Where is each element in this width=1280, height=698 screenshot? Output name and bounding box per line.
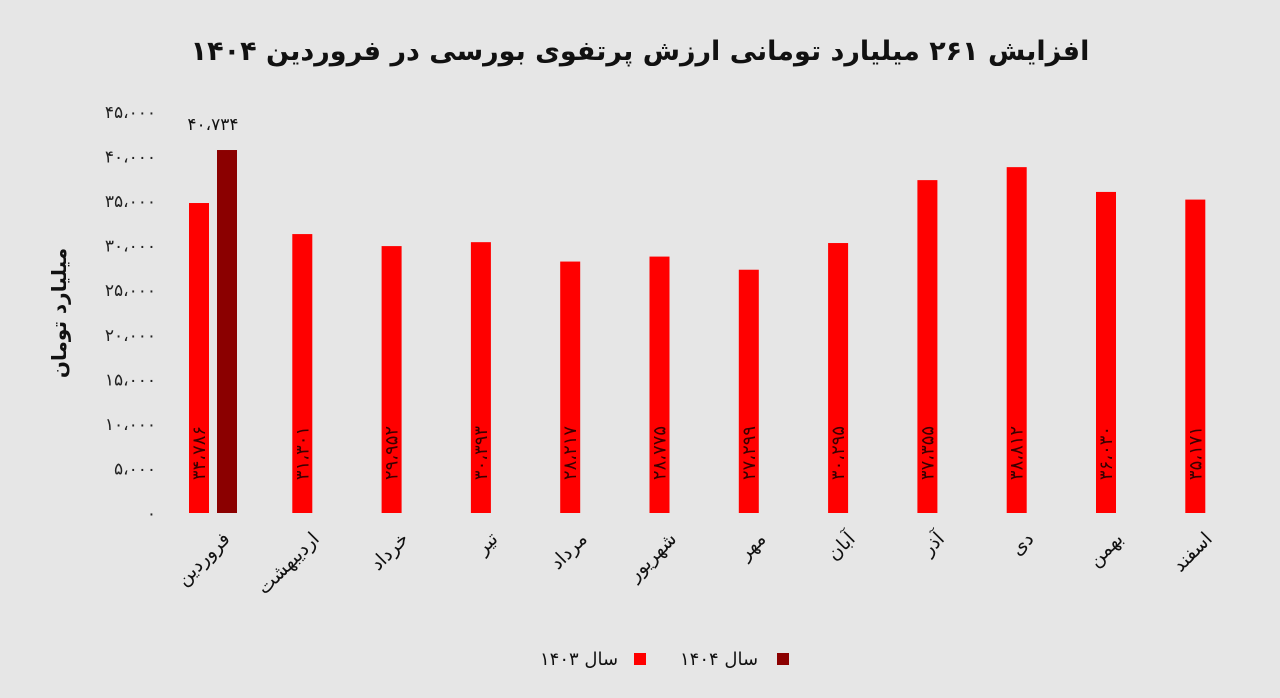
bar-1403 bbox=[1096, 191, 1116, 513]
bar-value-label: ۳۴،۷۸۶ bbox=[189, 426, 210, 480]
y-tick-label: ۳۵،۰۰۰ bbox=[105, 192, 156, 212]
x-category-label: بهمن bbox=[1084, 528, 1127, 571]
bar-value-label: ۴۰،۷۳۴ bbox=[187, 115, 238, 135]
x-category-label: مرداد bbox=[546, 528, 592, 574]
bar-value-label: ۳۸،۸۱۲ bbox=[1007, 426, 1028, 480]
bar-1403 bbox=[649, 256, 670, 513]
bar-1403 bbox=[560, 261, 581, 513]
y-tick-label: ۱۰،۰۰۰ bbox=[105, 415, 156, 435]
bar-1403 bbox=[470, 242, 491, 513]
bar-value-label: ۳۵،۱۷۱ bbox=[1185, 426, 1206, 480]
bar-value-label: ۳۰،۳۹۳ bbox=[471, 426, 492, 480]
bar-1403 bbox=[1006, 167, 1027, 513]
bar-value-label: ۲۷،۲۹۹ bbox=[739, 426, 760, 480]
x-category-label: آبان bbox=[821, 526, 860, 565]
bar-value-label: ۳۰،۲۹۵ bbox=[828, 426, 849, 480]
y-tick-label: ۲۰،۰۰۰ bbox=[105, 326, 156, 346]
y-tick-label: ۲۵،۰۰۰ bbox=[105, 281, 156, 301]
legend-swatch-1403 bbox=[634, 653, 646, 665]
x-category-label: فروردین bbox=[172, 528, 234, 590]
x-category-label: اردیبهشت bbox=[253, 528, 324, 599]
x-category-label: شهریور bbox=[623, 528, 681, 586]
bar-1403 bbox=[738, 269, 759, 513]
x-category-label: آذر bbox=[915, 526, 949, 560]
bar-1403 bbox=[1185, 199, 1206, 513]
y-axis-title: میلیارد تومان bbox=[47, 248, 71, 378]
legend-swatch-1404 bbox=[777, 653, 789, 665]
x-category-label: خرداد bbox=[366, 528, 413, 575]
y-tick-label: ۰ bbox=[147, 504, 156, 524]
bar-value-label: ۳۷،۳۵۵ bbox=[917, 426, 938, 480]
bar-1403 bbox=[381, 246, 402, 513]
legend-label-1403: سال ۱۴۰۳ bbox=[540, 649, 618, 670]
y-tick-label: ۱۵،۰۰۰ bbox=[105, 370, 156, 390]
y-tick-label: ۴۰،۰۰۰ bbox=[105, 148, 156, 168]
bar-value-label: ۲۸،۷۷۵ bbox=[650, 426, 671, 480]
bar-1404 bbox=[217, 150, 237, 513]
bar-1403 bbox=[292, 234, 313, 514]
bar-1403 bbox=[828, 243, 849, 513]
x-category-label: اسفند bbox=[1168, 528, 1216, 576]
legend-label-1404: سال ۱۴۰۴ bbox=[680, 649, 758, 670]
bar-value-label: ۳۶،۰۳۰ bbox=[1096, 426, 1117, 480]
x-category-label: تیر bbox=[471, 528, 502, 559]
bar-1403 bbox=[917, 180, 938, 514]
chart-title: افزایش ۲۶۱ میلیارد تومانی ارزش پرتفوی بو… bbox=[191, 36, 1090, 67]
y-tick-label: ۳۰،۰۰۰ bbox=[105, 237, 156, 257]
y-tick-label: ۵،۰۰۰ bbox=[114, 459, 156, 479]
bar-value-label: ۲۹،۹۵۲ bbox=[382, 426, 403, 480]
x-category-label: مهر bbox=[733, 528, 770, 565]
y-tick-label: ۴۵،۰۰۰ bbox=[105, 103, 156, 123]
x-category-label: دی bbox=[1006, 528, 1038, 560]
bar-value-label: ۳۱،۳۰۱ bbox=[292, 426, 313, 480]
bar-1403 bbox=[189, 203, 209, 514]
bar-value-label: ۲۸،۲۱۷ bbox=[560, 426, 581, 480]
